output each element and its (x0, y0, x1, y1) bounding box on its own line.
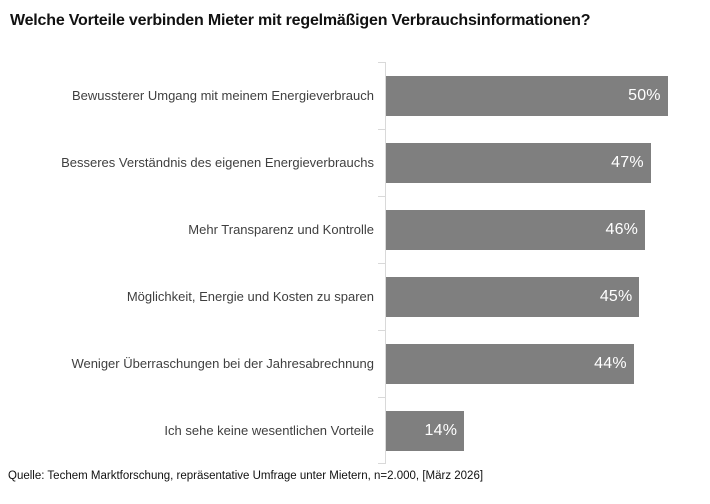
bar-value-label: 44% (594, 354, 627, 372)
bar-value-label: 50% (628, 86, 661, 104)
axis-tick (378, 196, 386, 197)
chart-row: Ich sehe keine wesentlichen Vorteile 14% (0, 397, 710, 464)
source-note: Quelle: Techem Marktforschung, repräsent… (8, 470, 484, 482)
bar: 44% (385, 343, 634, 384)
bar-track: 50% (385, 75, 710, 116)
bar-value-label: 14% (424, 421, 458, 439)
chart-row: Möglichkeit, Energie und Kosten zu spare… (0, 263, 710, 330)
bar: 47% (385, 142, 651, 183)
bar-track: 44% (385, 343, 710, 384)
bar-value-label: 47% (611, 153, 644, 171)
category-label: Bewussterer Umgang mit meinem Energiever… (71, 87, 374, 103)
bar-value-label: 45% (599, 287, 633, 305)
bar: 14% (385, 410, 465, 451)
bar: 46% (385, 209, 646, 250)
axis-tick (378, 129, 386, 130)
chart-rows: Bewussterer Umgang mit meinem Energiever… (0, 62, 710, 464)
bar-track: 14% (385, 410, 710, 451)
bar-chart: Bewussterer Umgang mit meinem Energiever… (0, 62, 710, 465)
chart-row: Mehr Transparenz und Kontrolle 46% (0, 196, 710, 263)
bar: 50% (385, 75, 668, 116)
category-label: Weniger Überraschungen bei der Jahresabr… (71, 355, 374, 371)
chart-row: Bewussterer Umgang mit meinem Energiever… (0, 62, 710, 129)
axis-tick (378, 263, 386, 264)
bar-track: 45% (385, 276, 710, 317)
axis-tick (378, 463, 386, 464)
category-label: Besseres Verständnis des eigenen Energie… (61, 154, 374, 170)
axis-tick (378, 330, 386, 331)
bar-value-label: 46% (605, 220, 639, 238)
category-label: Mehr Transparenz und Kontrolle (188, 221, 374, 237)
chart-row: Weniger Überraschungen bei der Jahresabr… (0, 330, 710, 397)
axis-tick (378, 397, 386, 398)
chart-title: Welche Vorteile verbinden Mieter mit reg… (10, 12, 591, 29)
chart-row: Besseres Verständnis des eigenen Energie… (0, 129, 710, 196)
category-label: Ich sehe keine wesentlichen Vorteile (164, 422, 374, 438)
bar-track: 46% (385, 209, 710, 250)
category-label: Möglichkeit, Energie und Kosten zu spare… (126, 288, 374, 304)
axis-tick (378, 62, 386, 63)
bar: 45% (385, 276, 640, 317)
bar-track: 47% (385, 142, 710, 183)
